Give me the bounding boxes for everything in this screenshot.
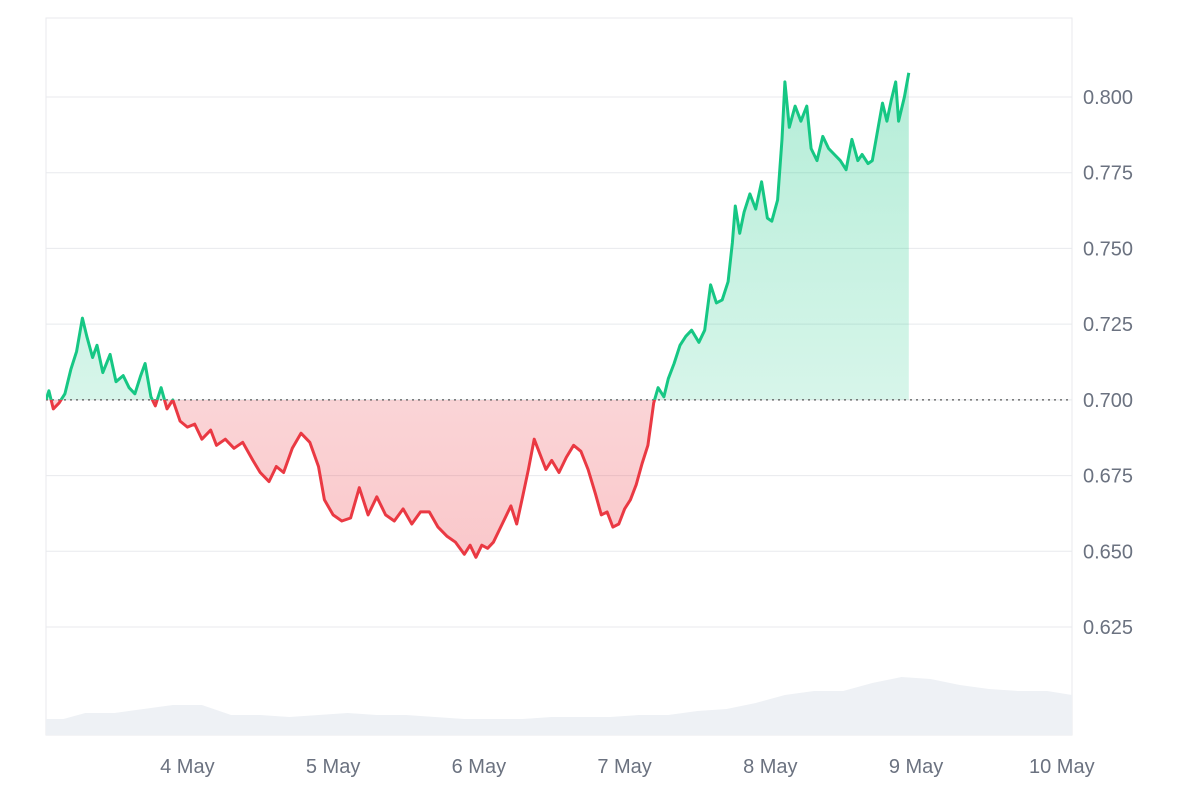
grid [46,96,1072,628]
y-tick-label: 0.650 [1083,541,1133,563]
y-tick-label: 0.750 [1083,238,1133,260]
y-tick-label: 0.700 [1083,390,1133,412]
x-tick-label: 8 May [743,756,797,778]
volume-area [46,677,1072,735]
y-tick-label: 0.775 [1083,163,1133,185]
x-axis-ticks: 4 May 5 May 6 May 7 May 8 May 9 May 10 May [160,756,1094,778]
price-line-down [46,399,657,559]
y-tick-label: 0.675 [1083,466,1133,488]
area-below-baseline [46,399,655,558]
y-axis-ticks: 0.800 0.775 0.750 0.725 0.700 0.675 0.650 0.625 [1083,87,1133,639]
x-tick-label: 9 May [889,756,943,778]
area-above-baseline [46,72,909,400]
x-tick-label: 4 May [160,756,214,778]
price-line-up [46,72,911,400]
x-tick-label: 5 May [306,756,360,778]
y-tick-label: 0.800 [1083,87,1133,109]
x-tick-label: 10 May [1029,756,1095,778]
y-tick-label: 0.625 [1083,617,1133,639]
x-tick-label: 6 May [452,756,506,778]
x-tick-label: 7 May [597,756,651,778]
y-tick-label: 0.725 [1083,314,1133,336]
